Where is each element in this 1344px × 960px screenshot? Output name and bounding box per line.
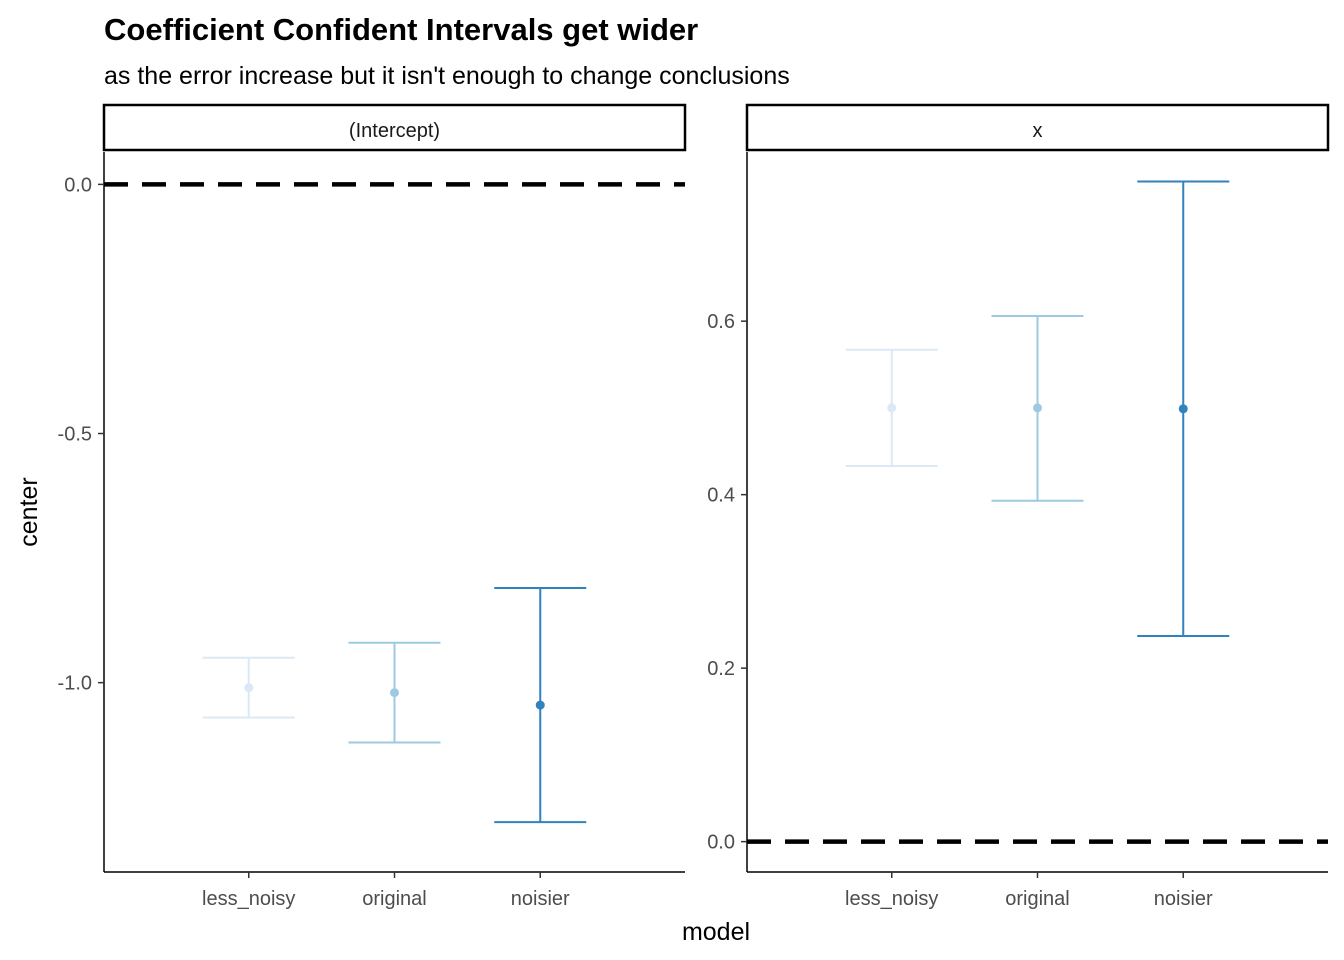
x-tick-label: noisier	[511, 888, 570, 910]
y-tick-label: 0.0	[64, 174, 92, 196]
facet-strip-label: x	[1033, 120, 1043, 142]
point-noisier	[535, 700, 545, 710]
facet-panel: 0.0 -0.5 -1.0 less_noisy original noisier	[58, 152, 685, 910]
facet-strip	[102, 103, 687, 152]
chart-subtitle: as the error increase but it isn't enoug…	[104, 62, 790, 90]
y-tick-label: -1.0	[58, 673, 92, 695]
facet-strip	[745, 103, 1330, 152]
y-tick-label: 0.6	[707, 311, 735, 333]
y-tick-label: 0.0	[707, 832, 735, 854]
y-axis-title: center	[15, 477, 43, 546]
point-less_noisy	[244, 683, 254, 693]
point-original	[390, 688, 399, 698]
facet-panel: 0.6 0.4 0.2 0.0 less_noisy original noisier	[707, 152, 1328, 910]
y-tick-label: 0.4	[707, 485, 735, 507]
point-less_noisy	[887, 403, 897, 413]
x-tick-label: original	[362, 888, 426, 910]
x-tick-label: less_noisy	[845, 888, 938, 910]
x-axis-title: model	[682, 918, 750, 946]
point-noisier	[1178, 404, 1188, 414]
y-tick-label: 0.2	[707, 658, 735, 680]
facet-x: x 0.6 0.4 0.2 0.0 less_noisy original noisier	[707, 103, 1330, 910]
x-tick-label: less_noisy	[202, 888, 295, 910]
chart-title: Coefficient Confident Intervals get wide…	[104, 12, 698, 47]
x-tick-label: noisier	[1154, 888, 1213, 910]
y-tick-label: -0.5	[58, 424, 92, 446]
x-tick-label: original	[1005, 888, 1069, 910]
facet-strip-label: (Intercept)	[349, 120, 440, 142]
point-original	[1033, 403, 1042, 413]
facet-intercept: (Intercept) 0.0 -0.5 -1.0 less_noisy origina…	[58, 103, 687, 910]
